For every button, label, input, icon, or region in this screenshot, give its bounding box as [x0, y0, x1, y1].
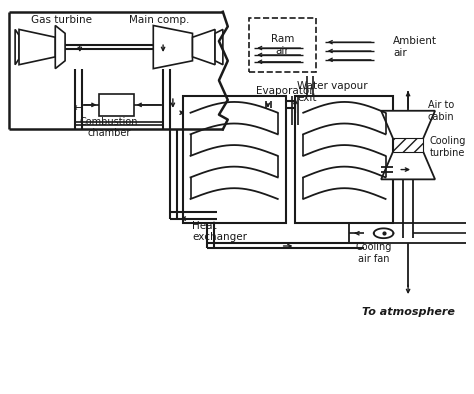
Polygon shape: [381, 111, 435, 145]
Text: Cooling
air fan: Cooling air fan: [356, 242, 392, 264]
Bar: [295, 96, 393, 223]
Polygon shape: [15, 30, 19, 65]
Bar: [249, 18, 316, 72]
Text: ←: ←: [73, 103, 82, 113]
Text: Heat
exchanger: Heat exchanger: [192, 221, 247, 242]
Text: Cooling
turbine: Cooling turbine: [429, 136, 466, 158]
Text: Gas turbine: Gas turbine: [31, 15, 92, 24]
Polygon shape: [381, 145, 435, 179]
Text: Evaporator: Evaporator: [256, 86, 314, 96]
Polygon shape: [215, 30, 223, 65]
Text: Air to
cabin: Air to cabin: [428, 100, 454, 122]
Polygon shape: [55, 26, 65, 69]
Text: To atmosphere: To atmosphere: [362, 307, 455, 317]
Polygon shape: [192, 30, 215, 65]
Bar: [349, 223, 467, 243]
Text: Ambient
air: Ambient air: [393, 36, 438, 58]
Text: Combustion
chamber: Combustion chamber: [80, 117, 138, 138]
Text: Water vapour
exit: Water vapour exit: [297, 81, 368, 103]
Bar: [100, 94, 134, 116]
Text: Main comp.: Main comp.: [129, 15, 189, 24]
Bar: [182, 96, 286, 223]
Polygon shape: [19, 30, 55, 65]
Polygon shape: [153, 26, 192, 69]
Text: Ram
air: Ram air: [271, 34, 294, 56]
Bar: [393, 138, 423, 152]
